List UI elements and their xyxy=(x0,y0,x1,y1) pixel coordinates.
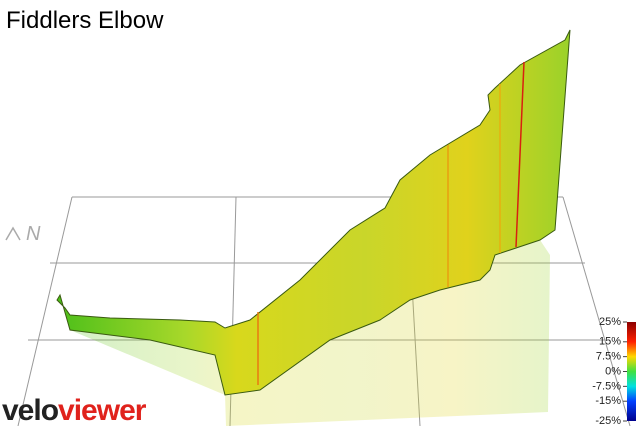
scale-label: 25% xyxy=(599,316,621,328)
profile-wall xyxy=(56,29,571,396)
compass: N xyxy=(26,223,41,245)
logo: veloviewer xyxy=(2,394,147,426)
steep-stripes xyxy=(257,61,525,385)
profile-reflection xyxy=(70,240,550,426)
scale-label: -15% xyxy=(595,395,621,407)
scale-label: -25% xyxy=(595,415,621,426)
chart-title: Fiddlers Elbow xyxy=(6,7,164,34)
gradient-bar xyxy=(627,322,636,421)
scale-label: 7.5% xyxy=(596,351,621,363)
scale-label: 0% xyxy=(605,365,621,377)
scale-label: 15% xyxy=(599,336,621,348)
logo-accent: viewer xyxy=(58,394,147,426)
scale-label: -7.5% xyxy=(592,380,621,392)
logo-dark: velo xyxy=(2,394,59,426)
compass-arrow xyxy=(5,226,21,241)
